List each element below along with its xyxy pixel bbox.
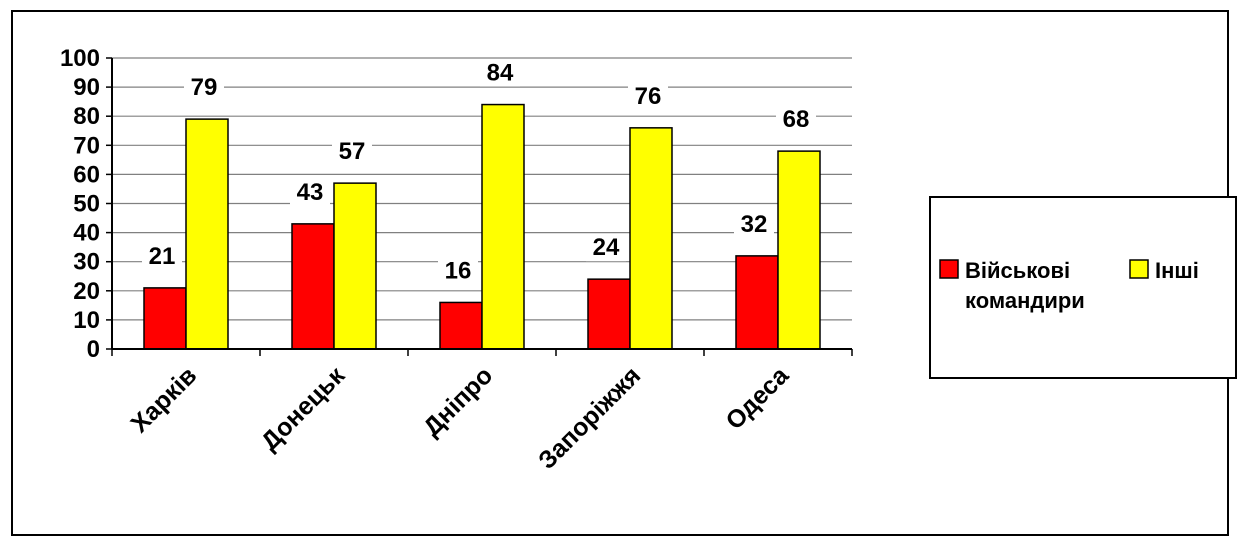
bar (143, 287, 187, 350)
x-category-label: Дніпро (418, 361, 498, 441)
legend-swatch (939, 259, 959, 279)
bar (291, 223, 335, 350)
legend-box (929, 196, 1237, 379)
data-label-bg (776, 107, 816, 134)
y-tick-label: 10 (73, 307, 100, 334)
x-category-label: Одеса (720, 361, 795, 436)
data-label-bg (628, 83, 668, 110)
data-label: 76 (635, 83, 662, 110)
data-label-bg (184, 75, 224, 102)
y-tick-label: 50 (73, 191, 100, 218)
axes (106, 57, 853, 356)
bar (735, 255, 779, 350)
legend-swatch (1129, 259, 1149, 279)
x-category-label: Запоріжжя (533, 361, 646, 474)
bars (143, 103, 821, 350)
data-label-bg (438, 258, 478, 285)
x-category-label: Донецьк (256, 361, 351, 456)
data-label: 24 (593, 234, 620, 261)
y-tick-label: 60 (73, 161, 100, 188)
data-label: 84 (487, 60, 514, 87)
data-label-bg (586, 235, 626, 262)
data-label: 32 (741, 211, 768, 238)
legend-label: Військові (965, 258, 1070, 283)
data-label: 16 (445, 257, 472, 284)
legend-label: Інші (1155, 258, 1199, 283)
bar (439, 301, 483, 350)
y-tick-label: 80 (73, 103, 100, 130)
y-tick-label: 40 (73, 220, 100, 247)
bar (777, 150, 821, 350)
y-tick-label: 0 (87, 336, 100, 363)
y-tick-label: 70 (73, 132, 100, 159)
data-label: 79 (191, 74, 218, 101)
data-label-bg (290, 179, 330, 206)
gridlines (112, 57, 852, 321)
bar (587, 278, 631, 350)
legend: Військові командири Інші (929, 196, 1237, 379)
bar (333, 182, 377, 350)
bar (629, 127, 673, 350)
data-label: 21 (149, 243, 176, 270)
data-label: 43 (297, 179, 324, 206)
bar (481, 103, 525, 350)
data-label: 57 (339, 138, 366, 165)
data-label: 68 (783, 106, 810, 133)
data-label-bg (332, 139, 372, 166)
y-tick-label: 90 (73, 74, 100, 101)
x-category-label: Харків (125, 361, 202, 438)
legend-label: командири (965, 288, 1085, 313)
data-label-bg (480, 60, 520, 87)
y-tick-label: 20 (73, 278, 100, 305)
data-label-bg (734, 211, 774, 238)
y-tick-label: 100 (60, 45, 100, 72)
y-tick-label: 30 (73, 249, 100, 276)
data-label-bg (142, 243, 182, 270)
bar (185, 118, 229, 350)
